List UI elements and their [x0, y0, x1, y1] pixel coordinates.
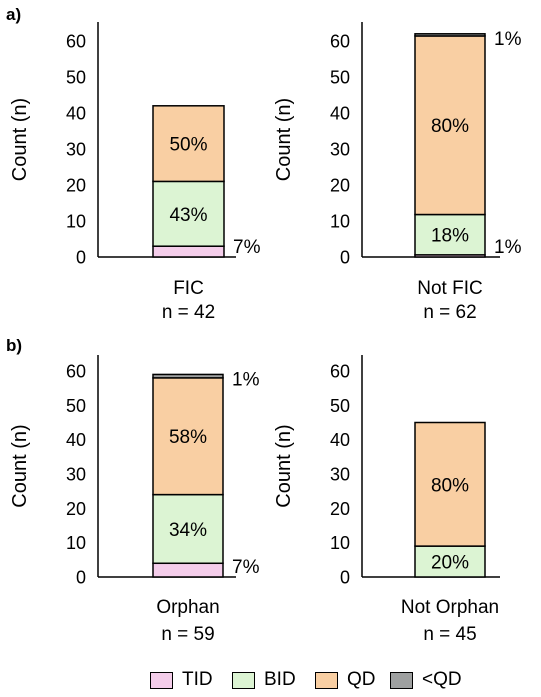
chart-3-bar-lt-qd [152, 373, 224, 379]
chart-4-category-label: Not Orphan [401, 597, 499, 618]
legend-label-bid: BID [264, 669, 296, 690]
chart-1-bar-tid [152, 245, 225, 258]
chart-2-category-label: Not FIC [417, 278, 482, 299]
chart-2-label-tid: 1% [494, 237, 522, 258]
chart-3-ytick-40: 40 [66, 430, 86, 450]
chart-4-ytick-60: 60 [330, 362, 350, 382]
chart-4-ytick-20: 20 [330, 499, 350, 519]
legend-swatch-lt-qd [390, 671, 413, 689]
chart-2-ytick-50: 50 [330, 68, 350, 88]
chart-3-ytick-50: 50 [66, 396, 86, 416]
chart-3-n-label: n = 59 [161, 624, 214, 645]
chart-4-n-label: n = 45 [423, 624, 476, 645]
chart-4-ytick-40: 40 [330, 430, 350, 450]
chart-4-bar-qd [414, 421, 486, 547]
chart-4-ytick-30: 30 [330, 465, 350, 485]
chart-2-ytick-40: 40 [330, 104, 350, 124]
chart-1-ylabel: Count (n) [9, 98, 31, 181]
chart-1-label-bid: 43% [169, 205, 207, 226]
legend-item-tid: TID [150, 668, 213, 692]
chart-3-ytick-10: 10 [66, 533, 86, 553]
chart-2-label-qd: 80% [431, 116, 469, 137]
chart-4-ytick-10: 10 [330, 533, 350, 553]
chart-3-label-lt-qd: 1% [232, 369, 260, 390]
chart-2-bar-lt-qd [414, 33, 486, 37]
chart-1-ytick-30: 30 [66, 140, 86, 160]
legend-swatch-tid [150, 671, 173, 689]
chart-3-bar-tid [152, 562, 224, 578]
chart-1-ytick-0: 0 [76, 248, 86, 268]
legend-item-bid: BID [232, 668, 296, 692]
chart-2-ytick-20: 20 [330, 176, 350, 196]
chart-3-bar-qd [152, 377, 224, 496]
chart-1-bar-bid [152, 180, 225, 247]
chart-2-label-lt-qd: 1% [494, 29, 522, 50]
chart-4-label-bid: 20% [431, 553, 469, 574]
chart-1-category-label: FIC [173, 278, 204, 299]
legend-label-tid: TID [182, 669, 213, 690]
panel-label-2: b) [6, 336, 22, 355]
chart-3-label-bid: 34% [169, 520, 207, 541]
chart-1-label-qd: 50% [169, 135, 207, 156]
chart-1-ytick-60: 60 [66, 32, 86, 52]
chart-1-ytick-40: 40 [66, 104, 86, 124]
chart-3-ytick-30: 30 [66, 465, 86, 485]
chart-2-ytick-0: 0 [340, 248, 350, 268]
legend-swatch-bid [232, 671, 255, 689]
chart-2-ytick-10: 10 [330, 212, 350, 232]
legend-item-lt-qd: <QD [390, 668, 462, 692]
chart-2-label-bid: 18% [431, 226, 469, 247]
chart-4-bar-bid [414, 545, 486, 578]
chart-1-ytick-50: 50 [66, 68, 86, 88]
chart-2-ylabel: Count (n) [273, 98, 295, 181]
chart-2-bar-qd [414, 35, 486, 216]
chart-3-ytick-60: 60 [66, 362, 86, 382]
legend: TID BID QD <QD [0, 668, 541, 692]
chart-3-ytick-20: 20 [66, 499, 86, 519]
chart-2-ytick-60: 60 [330, 32, 350, 52]
legend-swatch-qd [315, 671, 338, 689]
legend-label-lt-qd: <QD [422, 669, 462, 690]
chart-1-label-tid: 7% [233, 237, 261, 258]
chart-2-n-label: n = 62 [423, 302, 476, 323]
panel-label-1: a) [6, 5, 21, 24]
legend-item-qd: QD [315, 668, 376, 692]
legend-label-qd: QD [347, 669, 376, 690]
chart-1-ytick-10: 10 [66, 212, 86, 232]
chart-1-ytick-20: 20 [66, 176, 86, 196]
chart-3-ylabel: Count (n) [9, 424, 31, 507]
chart-4-label-qd: 80% [431, 475, 469, 496]
chart-3-label-tid: 7% [232, 557, 260, 578]
chart-1-n-label: n = 42 [162, 302, 215, 323]
chart-4-ylabel: Count (n) [273, 424, 295, 507]
chart-2-ytick-30: 30 [330, 140, 350, 160]
chart-1-bar-qd [152, 105, 225, 183]
chart-4-ytick-50: 50 [330, 396, 350, 416]
chart-3-category-label: Orphan [156, 597, 219, 618]
chart-3-label-qd: 58% [169, 427, 207, 448]
chart-4-ytick-0: 0 [340, 568, 350, 588]
chart-3-ytick-0: 0 [76, 568, 86, 588]
